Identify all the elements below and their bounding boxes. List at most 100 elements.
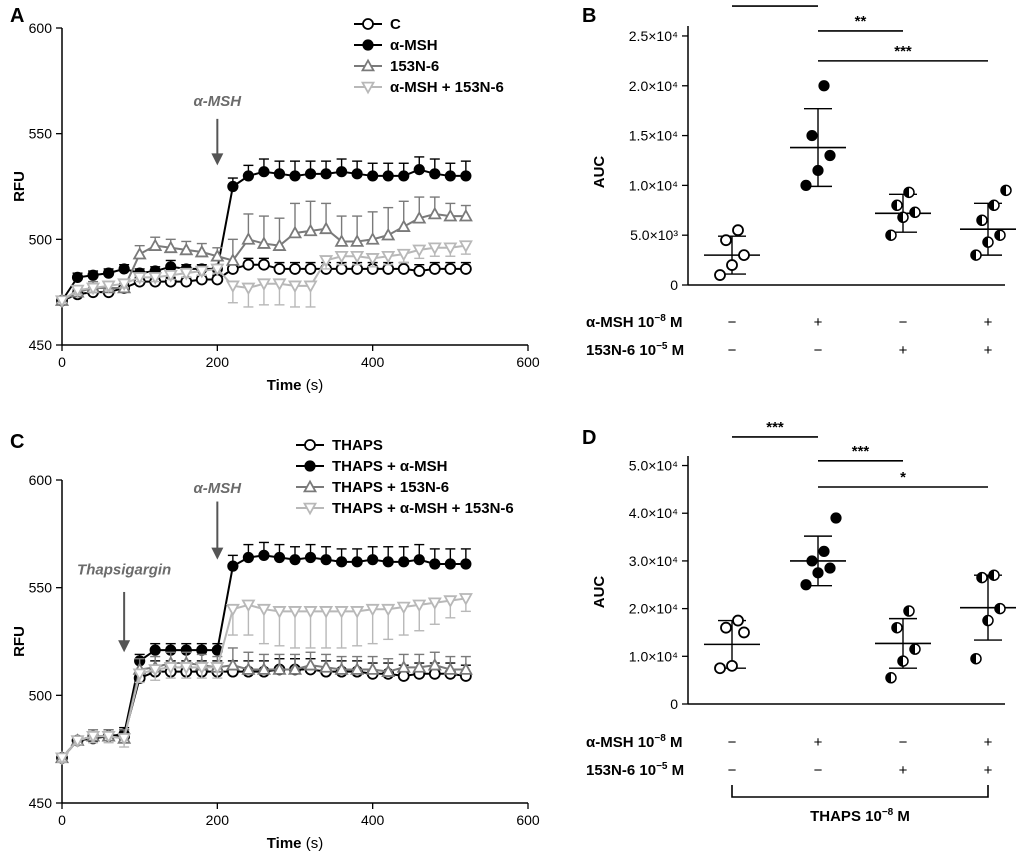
bracket-label-text: THAPS 10 [810, 808, 882, 825]
y-tick-label: 450 [29, 795, 53, 811]
x-axis-title-unit: (s) [302, 377, 324, 394]
data-point [350, 250, 365, 264]
annotation-label: α-MSH [194, 93, 243, 110]
data-point [720, 621, 732, 634]
legend: THAPS THAPS + α-MSH THAPS + 153N-6 THAPS + … [296, 437, 514, 517]
legend-label: α-MSH [390, 37, 438, 54]
data-point [350, 234, 365, 247]
data-point [909, 206, 921, 219]
data-point [273, 168, 286, 180]
marker-half-fill [989, 570, 994, 581]
data-point [903, 186, 915, 199]
data-point [179, 242, 194, 256]
data-point [225, 657, 240, 671]
group-4 [960, 569, 1016, 665]
data-point [225, 603, 240, 617]
data-point [194, 265, 209, 279]
data-point [101, 730, 116, 744]
bracket-label: THAPS 10−8 M [810, 807, 910, 825]
data-point [225, 280, 240, 294]
annotation-label: Thapsigargin [77, 562, 171, 579]
data-point [335, 263, 348, 275]
marker-half-fill [977, 572, 982, 583]
marker-half-fill [892, 622, 897, 633]
data-point [336, 166, 348, 178]
marker-half-fill [983, 615, 988, 626]
data-point [903, 605, 915, 617]
data-point [812, 567, 824, 579]
group-4 [960, 184, 1016, 261]
data-point [396, 601, 411, 615]
condition-label: α-MSH 10−8 M [586, 733, 682, 751]
condition-sign: + [814, 314, 823, 331]
data-point [824, 149, 836, 162]
condition-label-exponent: −8 [654, 733, 666, 744]
marker-half-fill [910, 644, 915, 655]
data-point [458, 593, 473, 606]
data-point [396, 248, 411, 262]
y-tick-label: 500 [29, 231, 53, 247]
condition-sign: − [728, 734, 737, 751]
y-tick-label: 4.0×10⁴ [629, 505, 678, 521]
data-point [336, 556, 348, 568]
marker-half-fill [977, 215, 982, 226]
data-point [427, 657, 442, 671]
condition-label-exponent: −5 [656, 341, 668, 352]
data-point [320, 168, 332, 180]
condition-label-unit: M [666, 734, 683, 751]
condition-sign: + [814, 734, 823, 751]
condition-label-exponent: −5 [656, 761, 668, 772]
condition-sign: − [728, 314, 737, 331]
y-tick-label: 2.0×10⁴ [629, 78, 678, 94]
data-point [241, 599, 256, 613]
x-axis-title: Time (s) [267, 377, 323, 394]
marker-half-fill [892, 200, 897, 211]
x-axis-title-main: Time [267, 835, 302, 852]
data-point [891, 621, 903, 634]
data-point [738, 626, 750, 639]
data-point [412, 244, 427, 258]
panel-letter: D [582, 427, 596, 449]
condition-label-text: 153N-6 10 [586, 762, 656, 779]
data-point [86, 730, 101, 744]
data-point [287, 606, 303, 619]
data-point [806, 129, 818, 142]
data-point [397, 263, 410, 275]
data-point [101, 280, 116, 294]
y-tick-label: 1.5×10⁴ [629, 128, 678, 144]
y-tick-label: 550 [29, 580, 53, 596]
legend-label: THAPS [332, 437, 383, 454]
data-point [179, 662, 194, 675]
data-point [54, 295, 70, 308]
data-point [241, 231, 256, 245]
legend-marker [304, 460, 316, 472]
data-point [994, 602, 1006, 615]
x-tick-label: 600 [516, 354, 540, 370]
y-tick-label: 2.5×10⁴ [629, 28, 678, 44]
data-point [444, 170, 456, 182]
data-point [320, 554, 332, 566]
data-point [988, 199, 1000, 212]
data-point [303, 657, 318, 671]
y-tick-label: 1.0×10⁴ [629, 648, 678, 664]
condition-label-text: 153N-6 10 [586, 342, 656, 359]
y-axis-title: RFU [11, 171, 28, 202]
data-point [54, 752, 70, 766]
data-point [272, 238, 287, 251]
data-point [412, 210, 427, 224]
significance-label: *** [766, 419, 784, 436]
condition-label: 153N-6 10−5 M [586, 341, 684, 359]
data-point [412, 599, 427, 613]
data-point [289, 263, 301, 275]
group-1 [704, 224, 760, 281]
data-point [132, 246, 147, 260]
y-tick-label: 0 [670, 277, 678, 293]
significance-label: **** [763, 0, 787, 5]
legend-marker [304, 439, 316, 451]
data-point [413, 554, 425, 566]
data-point [714, 662, 726, 675]
data-point [179, 267, 194, 281]
y-axis-title: RFU [11, 626, 28, 657]
data-point [427, 597, 442, 611]
